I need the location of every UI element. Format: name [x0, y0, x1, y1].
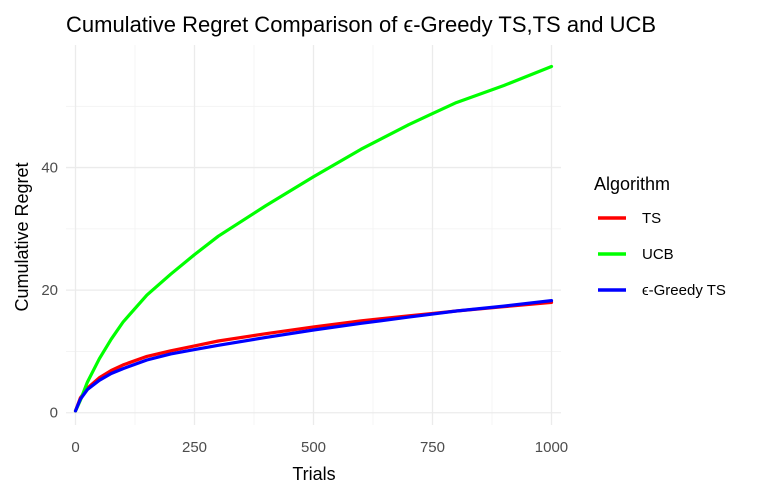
- tick-labels: 0 250 500 750 1000 0 20 40: [41, 160, 568, 456]
- x-tick-label: 250: [182, 439, 207, 456]
- x-tick-label: 750: [420, 439, 445, 456]
- y-axis-title: Cumulative Regret: [12, 162, 32, 311]
- legend: Algorithm TS UCB ϵ-Greedy TS: [594, 174, 726, 299]
- series-line: [73, 299, 554, 413]
- y-tick-label: 40: [41, 160, 58, 177]
- legend-label: TS: [642, 210, 661, 227]
- legend-title: Algorithm: [594, 174, 670, 194]
- major-gridlines: [66, 45, 561, 425]
- series-lines: [73, 64, 554, 413]
- series-line: [73, 64, 554, 413]
- chart-title: Cumulative Regret Comparison of ϵ-Greedy…: [66, 12, 656, 37]
- y-tick-label: 20: [41, 282, 58, 299]
- x-tick-label: 0: [71, 439, 79, 456]
- y-tick-label: 0: [50, 405, 58, 422]
- x-axis-title: Trials: [292, 464, 335, 484]
- x-tick-label: 1000: [535, 439, 568, 456]
- legend-label: ϵ-Greedy TS: [642, 282, 726, 299]
- x-tick-label: 500: [301, 439, 326, 456]
- legend-label: UCB: [642, 246, 674, 263]
